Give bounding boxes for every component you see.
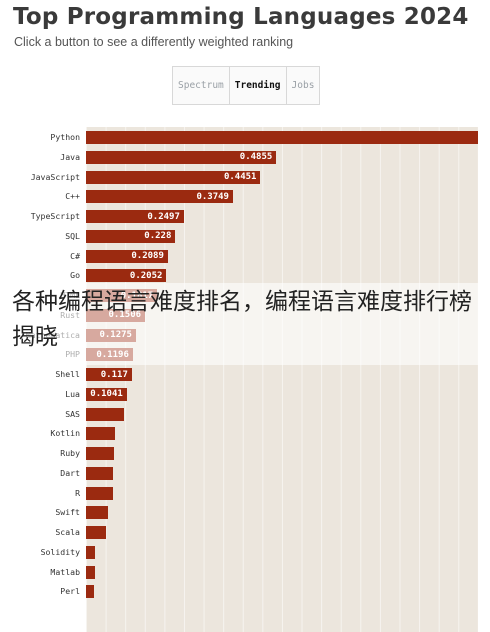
data-label: 0.2089 xyxy=(131,251,164,261)
category-label: Shell xyxy=(55,369,80,379)
category-label: C++ xyxy=(65,191,80,202)
bar-matlab[interactable] xyxy=(86,565,95,579)
bar-dart[interactable] xyxy=(86,466,114,480)
category-label: JavaScript xyxy=(30,171,80,182)
bar-go[interactable]: 0.2052 xyxy=(86,269,167,283)
tab-jobs[interactable]: Jobs xyxy=(291,80,315,91)
bar-sas[interactable] xyxy=(86,407,125,421)
category-label: Ruby xyxy=(60,448,80,458)
category-label: R xyxy=(75,487,80,498)
category-label: Python xyxy=(50,132,80,142)
category-label: Dart xyxy=(60,467,80,478)
ranking-tabs: Spectrum Trending Jobs xyxy=(172,66,321,105)
bar-swift[interactable] xyxy=(86,506,109,520)
data-label: 0.3749 xyxy=(196,191,229,202)
bar-c-[interactable]: 0.3749 xyxy=(86,190,233,204)
category-label: Lua xyxy=(65,388,80,399)
data-label: 0.4855 xyxy=(239,152,273,163)
data-label: 0.228 xyxy=(144,231,172,242)
caption-overlay xyxy=(0,283,490,365)
page-title: Top Programming Languages 2024 xyxy=(13,4,469,30)
overlay-caption: 各种编程语言难度排名，编程语言难度排行榜揭晓 xyxy=(12,289,472,350)
category-label: Solidity xyxy=(40,546,80,557)
data-label: 0.4451 xyxy=(223,172,257,182)
bar-perl[interactable] xyxy=(86,585,95,599)
category-label: Kotlin xyxy=(50,428,80,439)
bar-scala[interactable] xyxy=(86,526,106,539)
tab-spectrum[interactable]: Spectrum xyxy=(173,67,230,104)
bar-javascript[interactable]: 0.4451 xyxy=(86,170,261,184)
category-label: SAS xyxy=(65,408,80,419)
data-label: 0.1041 xyxy=(90,389,123,400)
data-label: 0.117 xyxy=(100,369,128,380)
bar-sql[interactable]: 0.228 xyxy=(86,229,176,243)
category-label: Perl xyxy=(60,586,80,597)
bar-typescript[interactable]: 0.2497 xyxy=(86,210,184,223)
data-label: 0.2052 xyxy=(129,270,163,281)
category-label: SQL xyxy=(65,230,80,241)
page-subtitle: Click a button to see a differently weig… xyxy=(14,35,294,49)
bar-c-[interactable]: 0.2089 xyxy=(86,249,168,263)
bar-python[interactable] xyxy=(86,131,478,144)
category-label: Matlab xyxy=(50,566,80,577)
bar-java[interactable]: 0.4855 xyxy=(86,150,277,164)
bar-shell[interactable]: 0.117 xyxy=(86,368,132,381)
category-label: Swift xyxy=(55,507,80,518)
category-label: Scala xyxy=(55,527,80,537)
bar-ruby[interactable] xyxy=(86,447,115,460)
category-label: Java xyxy=(60,151,80,162)
bar-solidity[interactable] xyxy=(86,545,95,559)
category-label: C# xyxy=(70,250,80,261)
bar-lua[interactable]: 0.1041 xyxy=(86,387,127,401)
bar-kotlin[interactable] xyxy=(86,427,115,441)
category-label: Go xyxy=(70,270,80,281)
data-label: 0.2497 xyxy=(147,211,180,222)
bar-r[interactable] xyxy=(86,486,113,500)
tab-trending[interactable]: Trending xyxy=(230,67,287,104)
category-label: TypeScript xyxy=(30,211,80,221)
